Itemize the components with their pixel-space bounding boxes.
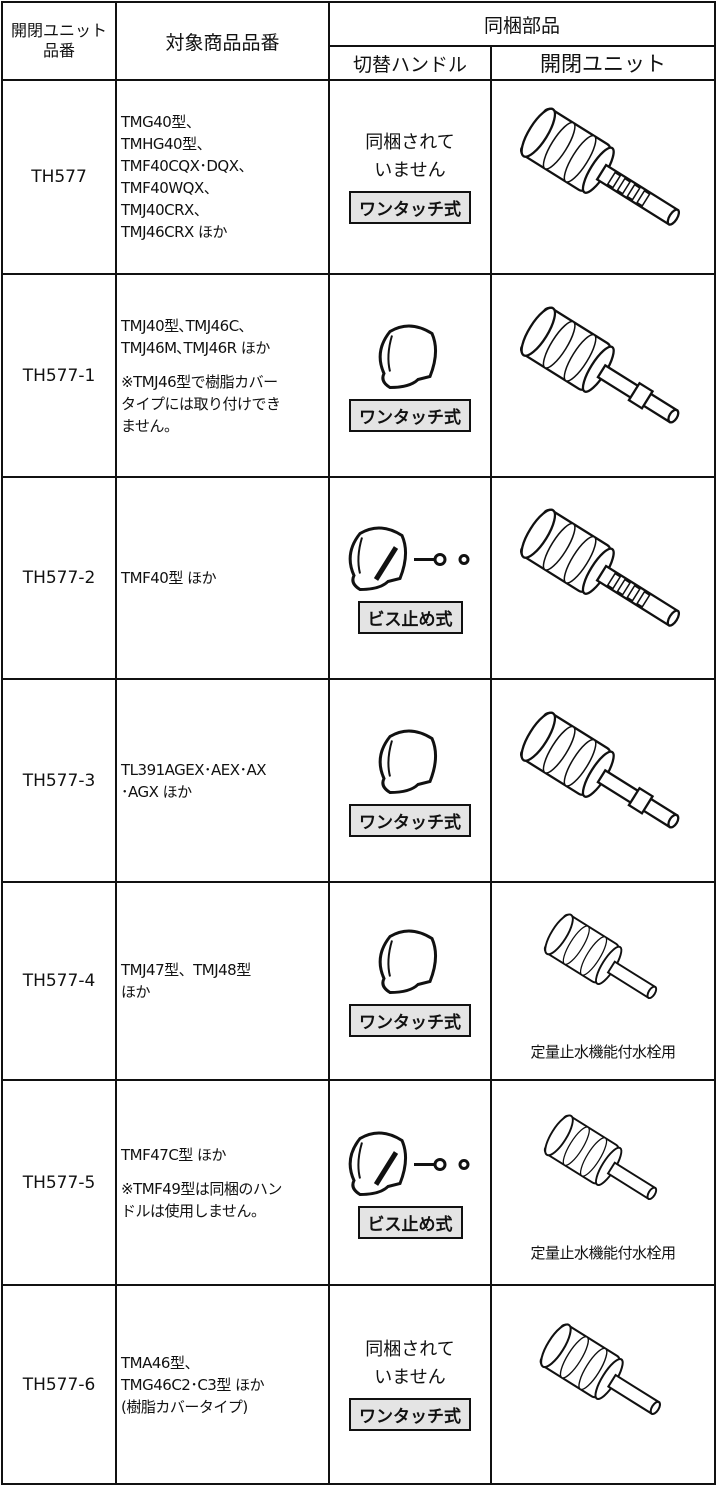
- header-cell: 開閉ユニット: [489, 45, 716, 81]
- unit: 定量止水機能付水栓用: [489, 881, 716, 1081]
- line: TMF40CQX･DQX、: [121, 157, 254, 175]
- line: TMA46型、: [121, 1353, 199, 1372]
- line: TMJ40CRX、: [121, 201, 209, 219]
- cartridge: [518, 1310, 688, 1460]
- line: ほか: [121, 983, 151, 1001]
- cartridge: [503, 92, 703, 262]
- unit-no: TH577-4: [1, 881, 117, 1081]
- line: TMJ47型、TMJ48型: [121, 961, 251, 979]
- line: TMHG40型、: [121, 135, 212, 153]
- handle-type: ワンタッチ式: [349, 1398, 471, 1431]
- unit: 定量止水機能付水栓用: [489, 1079, 716, 1286]
- header-cell: 同梱部品: [327, 1, 716, 47]
- line: ･AGX ほか: [121, 782, 192, 801]
- handle: 同梱されていませんワンタッチ式: [328, 1284, 492, 1485]
- unit-no: TH577-5: [1, 1079, 117, 1286]
- handle-icon: [378, 728, 438, 794]
- line: TMJ40型､TMJ46C､: [121, 316, 246, 335]
- handle-type: ワンタッチ式: [349, 398, 471, 432]
- header-cell: 開閉ユニット 品番: [1, 1, 117, 81]
- unit: [489, 273, 716, 478]
- unit-no: TH577-6: [1, 1284, 117, 1485]
- unit-note: 定量止水機能付水栓用: [530, 1042, 677, 1061]
- line: TMF47C型 ほか: [121, 1145, 227, 1164]
- line: ※TMJ46型で樹脂カバー: [121, 372, 278, 391]
- models: TMF47C型 ほか ※TMF49型は同梱のハン ドルは使用しません。: [115, 1079, 330, 1286]
- line: TMG46C2･C3型 ほか: [121, 1375, 265, 1394]
- models: TMA46型、 TMG46C2･C3型 ほか (樹脂カバータイプ): [115, 1284, 330, 1485]
- models: TMG40型、 TMHG40型、 TMF40CQX･DQX、 TMF40WQX、 TMJ…: [115, 79, 330, 275]
- line: (樹脂カバータイプ): [121, 1397, 248, 1416]
- line: タイプには取り付けでき: [121, 394, 281, 413]
- unit-no: TH577: [1, 79, 117, 275]
- models: TMJ40型､TMJ46C､ TMJ46M､TMJ46R ほか ※TMJ46型で樹脂…: [115, 273, 330, 478]
- unit-no: TH577-3: [1, 678, 117, 883]
- handle-text: いません: [374, 1367, 446, 1388]
- handle: ワンタッチ式: [328, 678, 492, 883]
- unit-note: 定量止水機能付水栓用: [530, 1244, 677, 1262]
- handle-icon: [378, 323, 438, 389]
- line: ません。: [121, 416, 179, 435]
- note: ※TMF49型は同梱のハン ドルは使用しません。: [121, 1178, 328, 1222]
- handle: ビス止め式: [328, 476, 492, 680]
- handle-icon: [348, 1130, 470, 1196]
- handle-text: いません: [374, 159, 446, 181]
- handle-icon: [348, 526, 470, 591]
- handle-type: ビス止め式: [357, 601, 463, 634]
- models: TL391AGEX･AEX･AX ･AGX ほか: [115, 678, 330, 883]
- note: ※TMJ46型で樹脂カバー タイプには取り付けでき ません。: [121, 371, 328, 437]
- unit: [489, 678, 716, 883]
- line: TMJ46M､TMJ46R ほか: [121, 338, 270, 357]
- line: TMF40型 ほか: [121, 569, 217, 587]
- unit: [489, 476, 716, 680]
- handle-type: ワンタッチ式: [349, 190, 471, 224]
- line: ドルは使用しません。: [121, 1201, 266, 1220]
- cartridge: [503, 291, 703, 461]
- unit-no: TH577-1: [1, 273, 117, 478]
- handle-type: ワンタッチ式: [349, 1004, 471, 1037]
- handle-type: ビス止め式: [357, 1205, 463, 1239]
- cartridge: [503, 493, 703, 663]
- cartridge: [528, 901, 678, 1041]
- handle-type: ワンタッチ式: [349, 803, 471, 837]
- unit-no: TH577-2: [1, 476, 117, 680]
- header-text: 品番: [42, 41, 75, 60]
- line: TMF40WQX、: [121, 179, 219, 197]
- handle-icon: [378, 929, 438, 994]
- cartridge: [503, 696, 703, 866]
- handle: ワンタッチ式: [328, 881, 492, 1081]
- header-cell: 対象商品品番: [115, 1, 330, 81]
- line: ※TMF49型は同梱のハン: [121, 1179, 282, 1198]
- line: TMG40型、: [121, 113, 201, 131]
- handle: 同梱されていませんワンタッチ式: [328, 79, 492, 275]
- handle: ワンタッチ式: [328, 273, 492, 478]
- unit: [489, 79, 716, 275]
- handle-text: 同梱されて: [365, 131, 455, 153]
- handle-text: 同梱されて: [365, 1339, 455, 1360]
- line: TL391AGEX･AEX･AX: [121, 760, 267, 779]
- models: TMJ47型、TMJ48型 ほか: [115, 881, 330, 1081]
- models: TMF40型 ほか: [115, 476, 330, 680]
- header-text: 開閉ユニット: [10, 21, 107, 40]
- header-cell: 切替ハンドル: [328, 45, 492, 81]
- line: TMJ46CRX ほか: [121, 223, 228, 241]
- cartridge: [528, 1102, 678, 1242]
- handle: ビス止め式: [328, 1079, 492, 1286]
- unit: [489, 1284, 716, 1485]
